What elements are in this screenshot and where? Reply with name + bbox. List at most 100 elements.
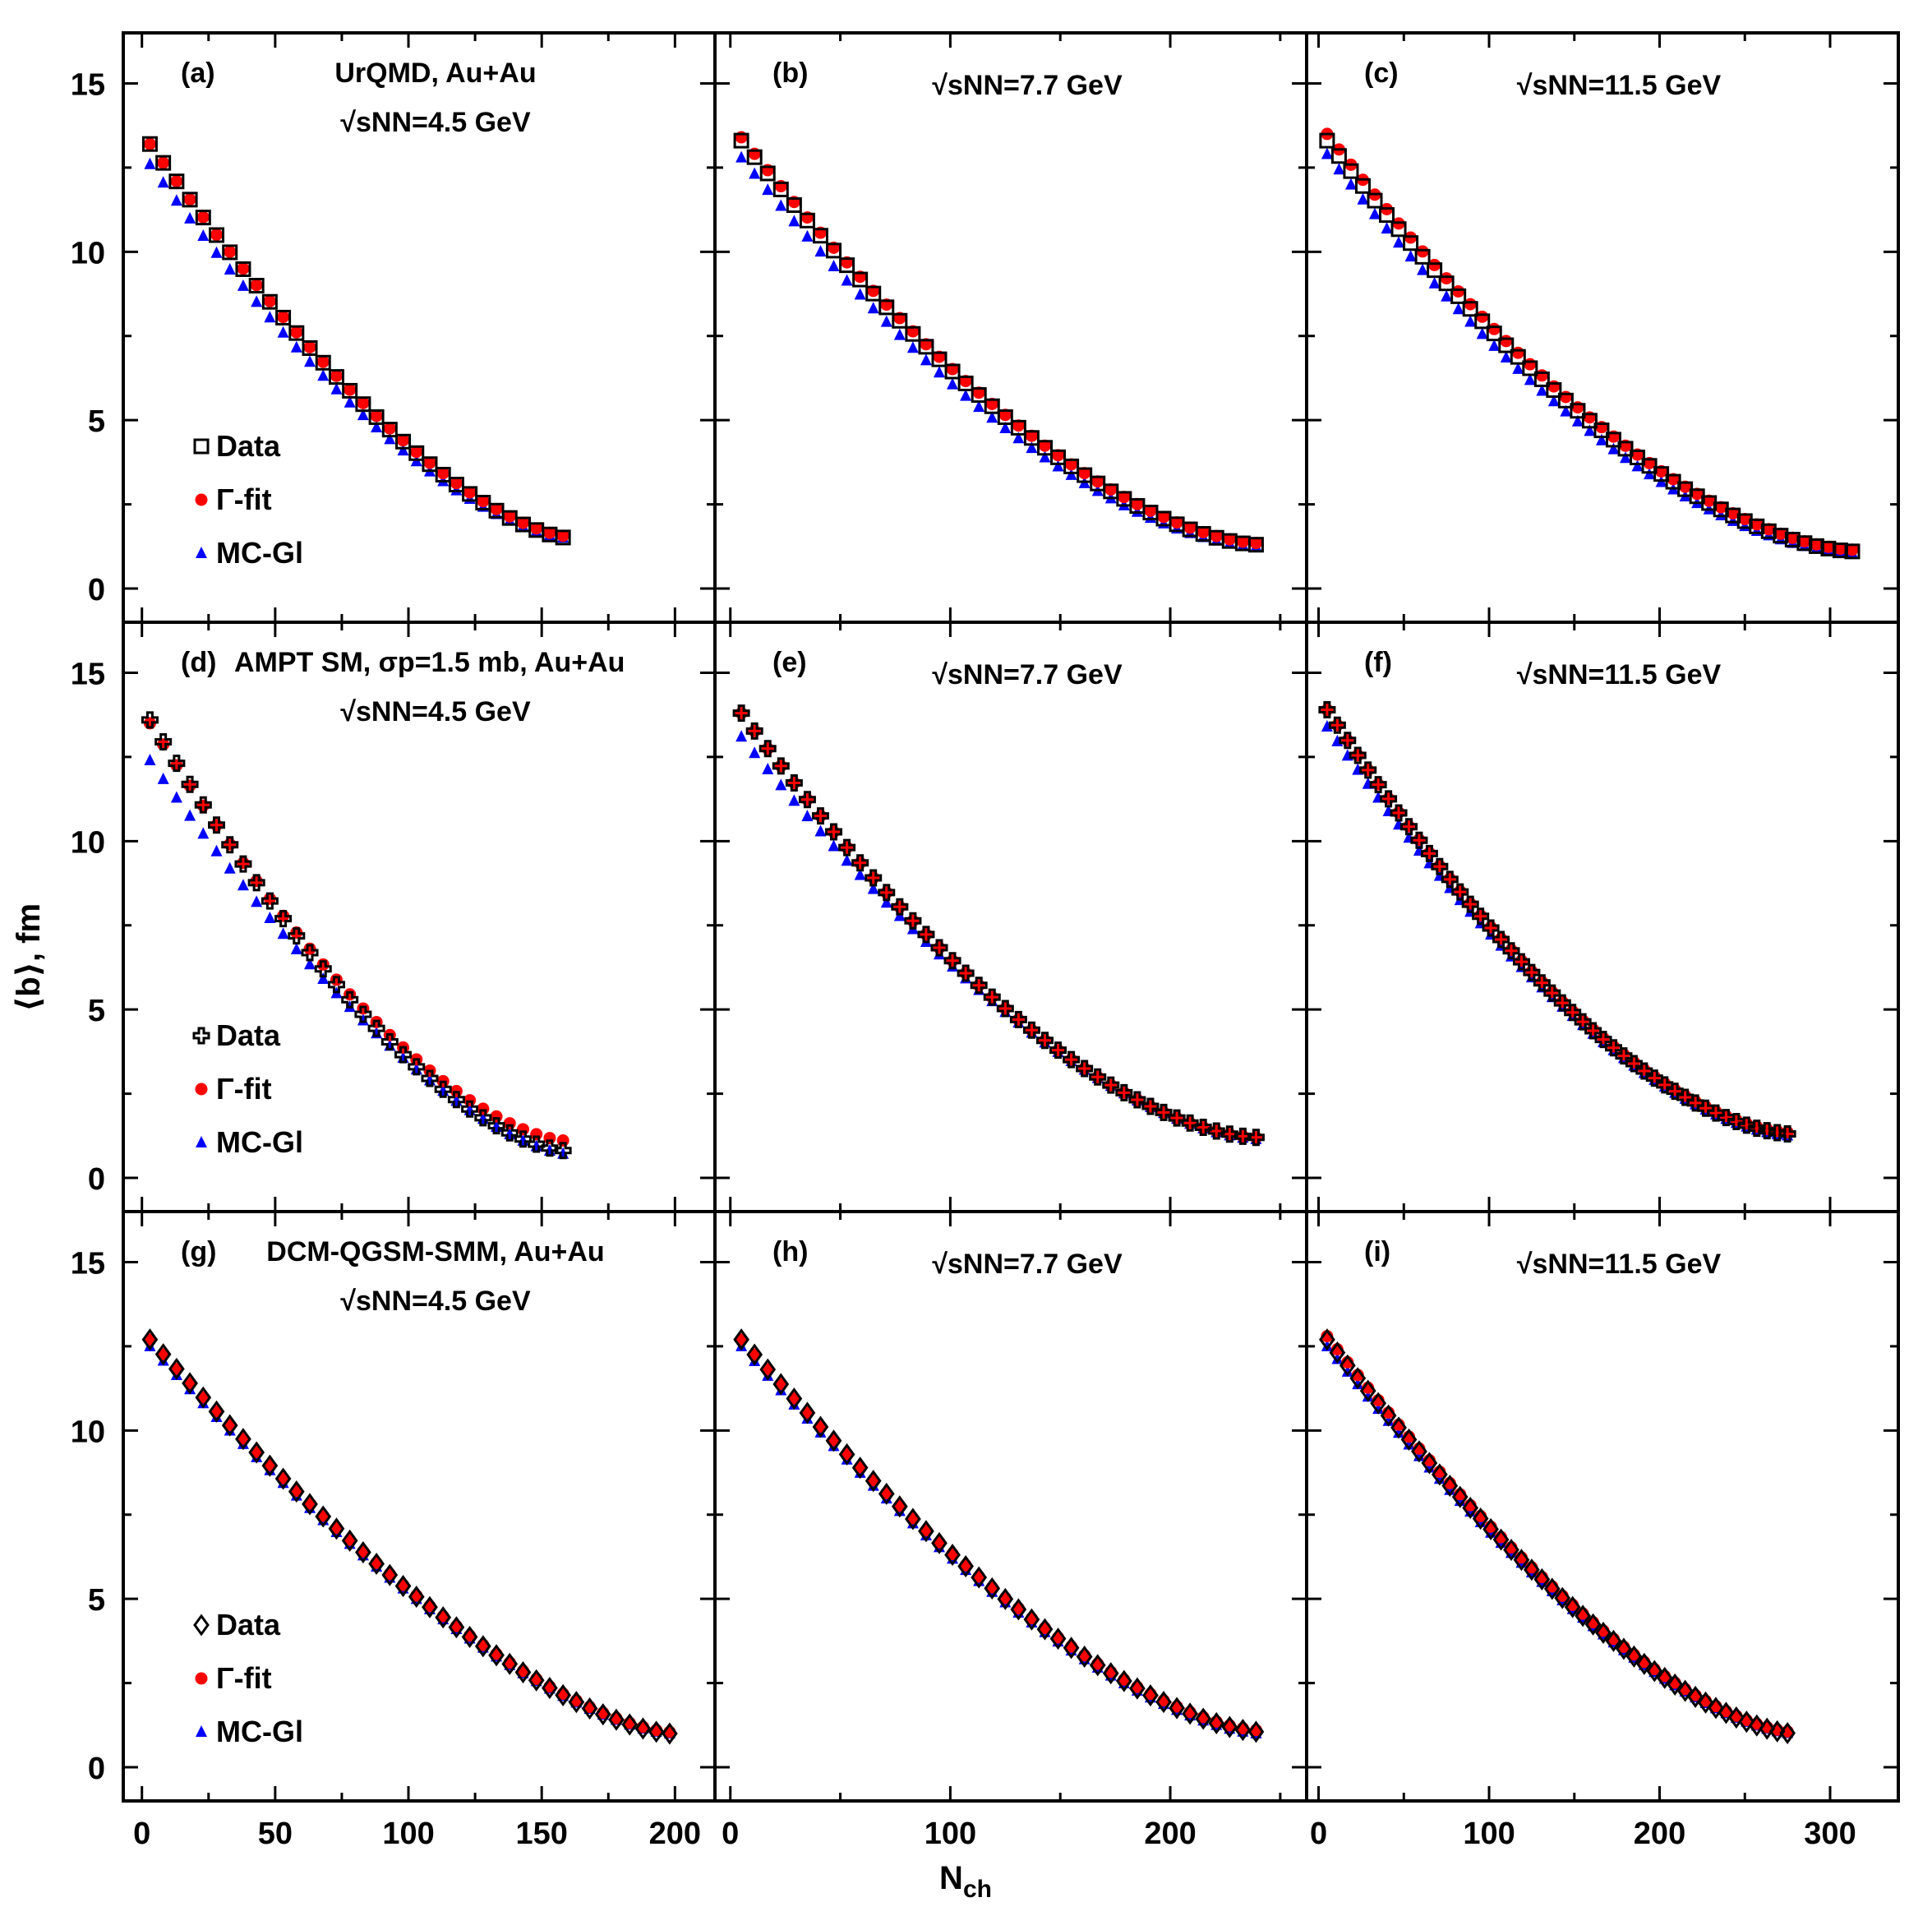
gamma-fit-point xyxy=(1236,535,1249,548)
mc-gl-point xyxy=(775,778,787,791)
data-point xyxy=(1208,1711,1225,1735)
data-point xyxy=(983,988,1001,1006)
gamma-series xyxy=(735,707,1262,1144)
gamma-fit-point xyxy=(1065,458,1078,471)
data-point xyxy=(1233,1127,1252,1145)
data-point xyxy=(408,1058,426,1076)
gamma-fit-point xyxy=(1392,806,1405,819)
data-point xyxy=(1441,1475,1459,1498)
gamma-fit-point xyxy=(344,383,357,396)
data-point xyxy=(865,285,882,302)
data-point xyxy=(141,136,158,152)
data-point xyxy=(1115,1083,1133,1101)
data-point xyxy=(1646,1660,1663,1683)
data-point xyxy=(1010,1598,1027,1621)
legend-mc-marker xyxy=(196,547,207,558)
data-point xyxy=(1359,761,1377,779)
gamma-fit-point xyxy=(1104,1078,1118,1092)
data-point xyxy=(1778,1124,1796,1143)
data-point xyxy=(421,1069,439,1087)
gamma-fit-point xyxy=(1452,285,1465,298)
gamma-fit-point xyxy=(800,793,814,806)
data-point xyxy=(799,1401,816,1424)
legend-data-marker xyxy=(193,1614,210,1637)
gamma-fit-point xyxy=(330,973,343,986)
data-point xyxy=(181,775,199,793)
data-point xyxy=(194,796,212,814)
data-point xyxy=(1492,1528,1510,1551)
mc-gl-point xyxy=(1547,395,1560,407)
data-point xyxy=(891,898,909,916)
data-point xyxy=(581,1697,598,1720)
gamma-fit-point xyxy=(998,1002,1012,1015)
mc-gl-point xyxy=(1357,192,1369,205)
gamma-fit-point xyxy=(1249,537,1262,550)
data-point xyxy=(1169,1697,1185,1720)
data-point xyxy=(772,757,790,775)
data-point xyxy=(1450,288,1467,304)
data-point xyxy=(1759,1717,1776,1740)
mc-gl-point xyxy=(934,366,946,378)
data-point xyxy=(984,1577,1001,1600)
mc-gl-point xyxy=(735,730,748,742)
legend-data-label: Data xyxy=(216,1608,281,1641)
gamma-fit-point xyxy=(1786,531,1799,544)
data-point xyxy=(1768,1720,1786,1743)
data-point xyxy=(462,486,478,502)
data-point xyxy=(1697,1691,1714,1714)
data-point xyxy=(745,722,763,740)
data-series xyxy=(141,711,572,1160)
panel-label: (g) xyxy=(181,1236,216,1267)
y-tick-label: 0 xyxy=(88,1752,105,1786)
gamma-fit-point xyxy=(1833,542,1847,556)
data-point xyxy=(1102,1662,1119,1685)
data-point xyxy=(1630,450,1646,466)
data-point xyxy=(811,807,829,825)
mc-gl-point xyxy=(197,827,210,839)
data-point xyxy=(1194,1119,1212,1137)
data-point xyxy=(1182,1702,1198,1725)
data-point xyxy=(341,990,359,1009)
data-point xyxy=(1546,382,1562,399)
mc-gl-point xyxy=(1362,1390,1374,1402)
y-tick-label: 5 xyxy=(88,1583,105,1618)
gamma-fit-point xyxy=(170,175,183,188)
data-point xyxy=(732,704,750,723)
data-point xyxy=(798,791,816,809)
data-point xyxy=(1474,313,1491,330)
data-point xyxy=(368,409,385,425)
gamma-fit-point xyxy=(316,958,330,971)
data-point xyxy=(772,181,789,197)
mc-gl-point xyxy=(357,409,369,421)
mc-gl-point xyxy=(735,150,748,163)
data-series xyxy=(1319,132,1861,560)
panel-label: (e) xyxy=(772,647,807,678)
data-point xyxy=(1533,371,1550,387)
gamma-fit-point xyxy=(985,990,998,1004)
data-point xyxy=(1616,1637,1632,1660)
data-point xyxy=(222,244,238,261)
gamma-fit-point xyxy=(503,510,516,523)
data-point xyxy=(1142,1684,1159,1707)
gamma-fit-point xyxy=(1052,449,1065,462)
data-point xyxy=(1319,132,1335,149)
mc-gl-point xyxy=(1560,404,1572,417)
gamma-fit-point xyxy=(1118,1086,1131,1099)
gamma-fit-point xyxy=(880,886,893,899)
mc-gl-point xyxy=(157,772,169,784)
data-point xyxy=(918,1520,934,1543)
data-point xyxy=(1414,248,1431,265)
mc-gl-point xyxy=(801,229,814,242)
gamma-fit-point xyxy=(933,941,946,954)
gamma-fit-point xyxy=(1170,516,1183,529)
data-point xyxy=(785,773,803,792)
mc-gl-point xyxy=(1393,1426,1405,1438)
data-point xyxy=(448,477,464,493)
gamma-fit-point xyxy=(1078,467,1091,480)
mc-gl-point xyxy=(1052,459,1064,472)
mc-gl-point xyxy=(1381,222,1393,234)
data-point xyxy=(488,1644,505,1667)
data-point xyxy=(1748,1120,1766,1138)
mc-gl-point xyxy=(1382,1414,1395,1426)
gamma-fit-point xyxy=(735,707,748,720)
